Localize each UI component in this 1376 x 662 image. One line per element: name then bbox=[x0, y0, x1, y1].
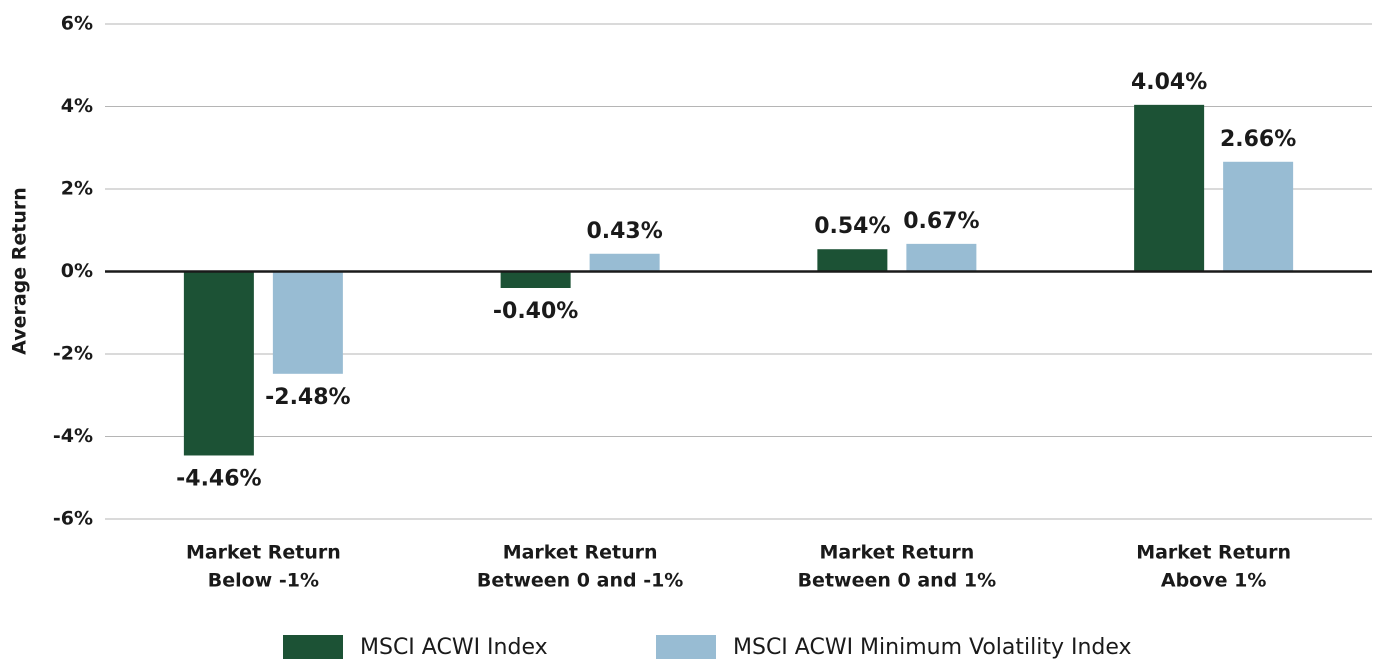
legend-label: MSCI ACWI Index bbox=[360, 635, 548, 660]
legend-label: MSCI ACWI Minimum Volatility Index bbox=[733, 635, 1132, 660]
data-label: 2.66% bbox=[1220, 127, 1296, 152]
data-label: -2.48% bbox=[265, 385, 350, 410]
data-label: 4.04% bbox=[1131, 70, 1207, 95]
x-tick-label: Market Return bbox=[1136, 542, 1291, 564]
x-tick-label: Market Return bbox=[819, 542, 974, 564]
data-label: 0.67% bbox=[903, 209, 979, 234]
x-tick-label: Market Return bbox=[186, 542, 341, 564]
legend-swatch bbox=[283, 635, 343, 659]
y-tick-label: 4% bbox=[61, 95, 93, 117]
x-tick-label: Between 0 and 1% bbox=[798, 570, 997, 592]
bar bbox=[272, 271, 343, 374]
y-tick-label: 2% bbox=[61, 178, 93, 200]
x-tick-label: Below -1% bbox=[208, 570, 319, 592]
y-tick-label: -6% bbox=[53, 508, 93, 530]
x-tick-label: Above 1% bbox=[1161, 570, 1267, 592]
bar bbox=[500, 271, 571, 288]
bar bbox=[589, 253, 660, 272]
data-label: -4.46% bbox=[176, 466, 261, 491]
legend-swatch bbox=[656, 635, 716, 659]
bar bbox=[1223, 161, 1294, 272]
y-tick-label: 6% bbox=[61, 13, 93, 35]
bar bbox=[817, 249, 888, 272]
bar bbox=[906, 243, 977, 272]
y-tick-label: 0% bbox=[61, 260, 93, 282]
x-tick-label: Between 0 and -1% bbox=[477, 570, 683, 592]
y-tick-label: -4% bbox=[53, 425, 93, 447]
data-label: 0.54% bbox=[814, 214, 890, 239]
data-label: -0.40% bbox=[493, 299, 578, 324]
bar bbox=[183, 271, 254, 456]
x-tick-label: Market Return bbox=[503, 542, 658, 564]
y-axis-title: Average Return bbox=[9, 187, 31, 355]
bar bbox=[1134, 104, 1205, 272]
y-tick-label: -2% bbox=[53, 343, 93, 365]
data-label: 0.43% bbox=[586, 219, 662, 244]
